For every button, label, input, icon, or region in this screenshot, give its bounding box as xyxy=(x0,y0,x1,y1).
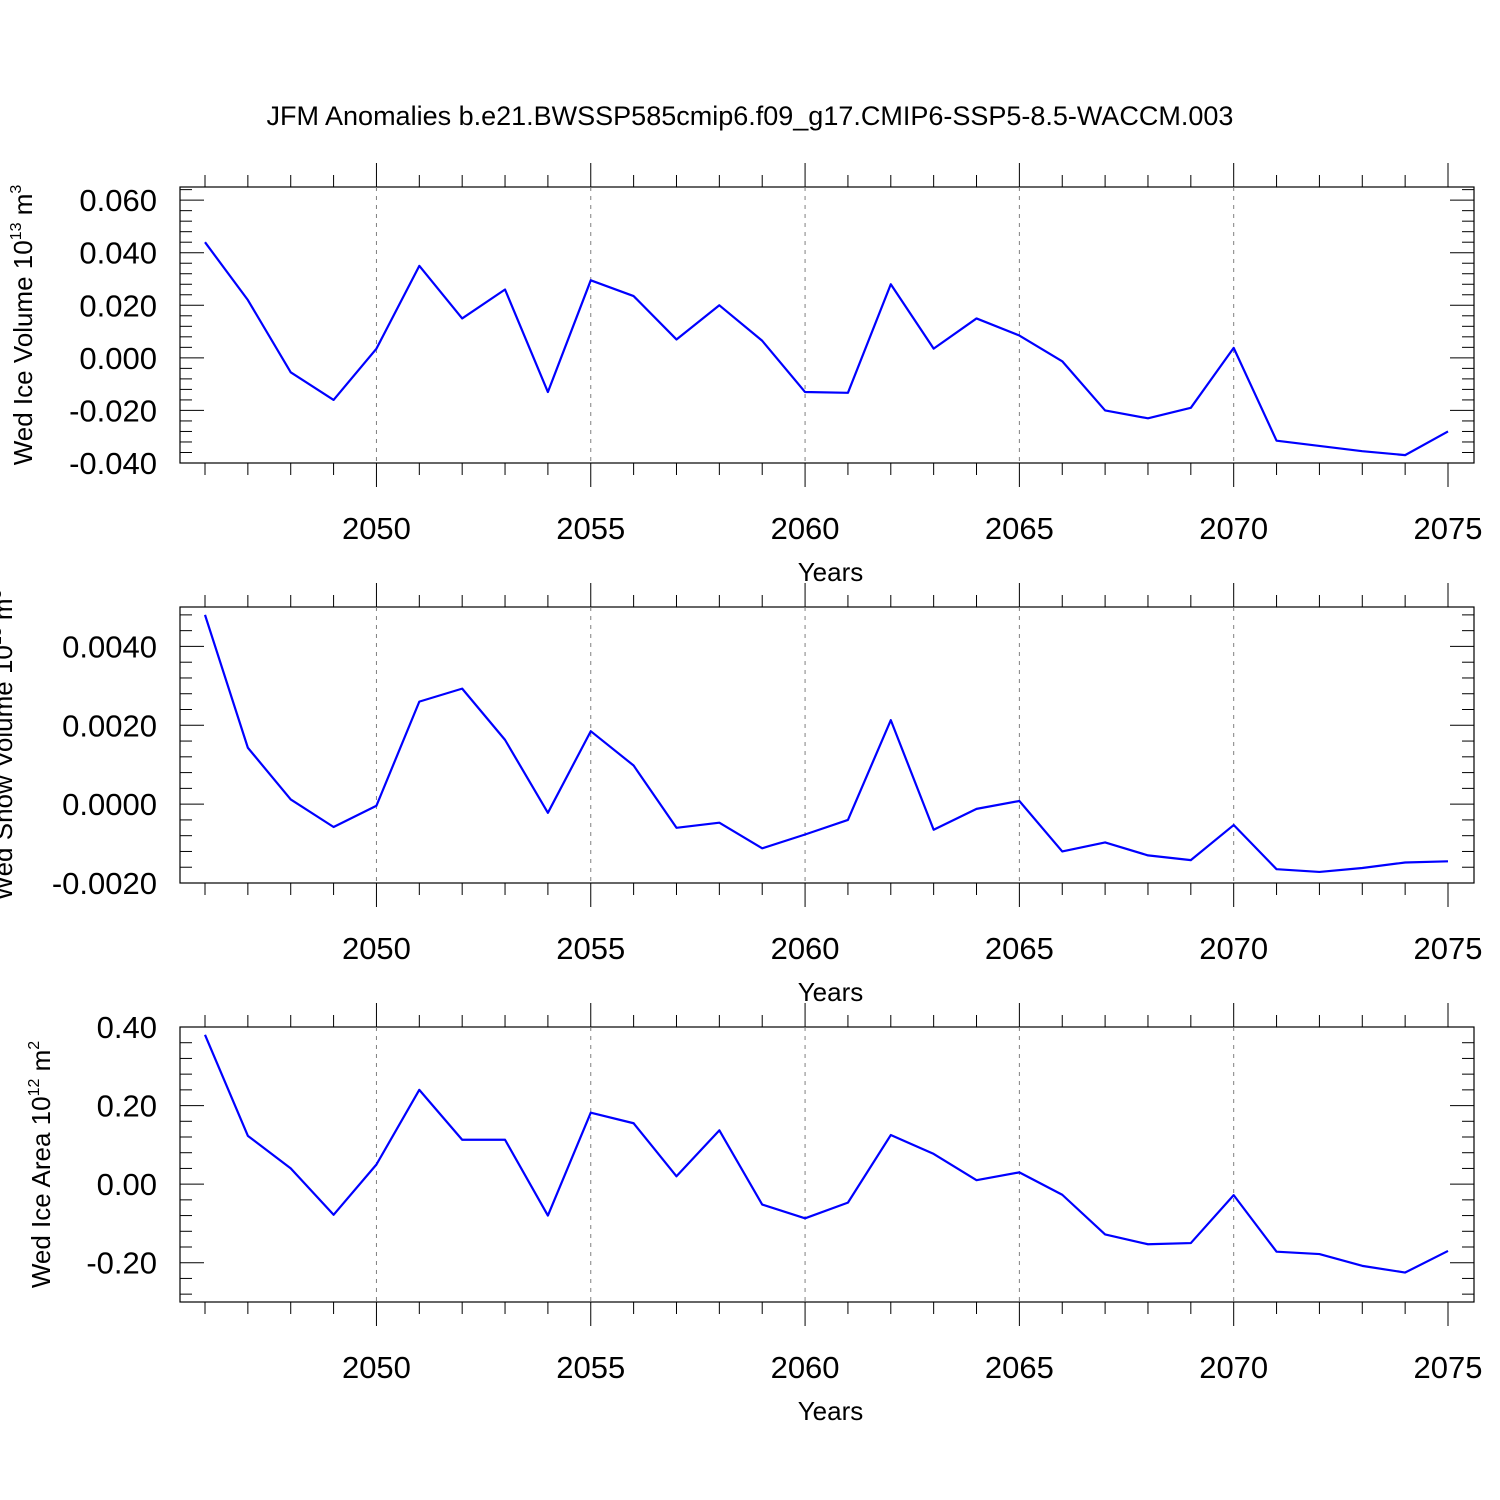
x-tick-label: 2060 xyxy=(771,511,840,546)
x-tick-label: 2060 xyxy=(771,1350,840,1385)
panels: -0.040 -0.020 0.000 0.020 0.040 0.060 2050 2055… xyxy=(0,163,1482,1426)
x-tick-label: 2075 xyxy=(1414,931,1483,966)
x-tick-label: 2060 xyxy=(771,931,840,966)
x-tick-label: 2070 xyxy=(1199,511,1268,546)
plot-frame xyxy=(179,1026,1475,1303)
y-tick-label: 0.0040 xyxy=(62,629,157,664)
y-tick-label: -0.20 xyxy=(86,1246,157,1281)
x-axis-label: Years xyxy=(798,557,864,587)
y-tick-label: 0.020 xyxy=(79,288,157,323)
y-axis-label: Wed Snow Volume 1013 m3 xyxy=(0,589,18,900)
y-tick-label: 0.20 xyxy=(97,1089,157,1124)
x-tick-label: 2075 xyxy=(1414,511,1483,546)
x-tick-label: 2050 xyxy=(342,1350,411,1385)
x-tick-label: 2065 xyxy=(985,1350,1054,1385)
y-tick-label: -0.0020 xyxy=(52,866,157,901)
x-tick-label: 2050 xyxy=(342,511,411,546)
x-tick-label: 2070 xyxy=(1199,1350,1268,1385)
y-tick-label: 0.060 xyxy=(79,183,157,218)
y-axis-label: Wed Ice Area 1012 m2 xyxy=(26,1041,56,1288)
figure-title: JFM Anomalies b.e21.BWSSP585cmip6.f09_g1… xyxy=(267,101,1234,131)
x-tick-label: 2065 xyxy=(985,931,1054,966)
y-tick-label: -0.020 xyxy=(69,393,157,428)
x-tick-label: 2050 xyxy=(342,931,411,966)
x-axis-label: Years xyxy=(798,1396,864,1426)
plot-frame xyxy=(179,186,1475,464)
series-line xyxy=(203,1034,1449,1274)
y-axis-label: Wed Ice Volume 1013 m3 xyxy=(8,185,38,466)
x-tick-label: 2055 xyxy=(556,511,625,546)
y-tick-label: 0.40 xyxy=(97,1010,157,1045)
chart-panel-3: -0.20 0.00 0.20 0.40 2050 2055 2060 2065 2070 207… xyxy=(26,1003,1482,1426)
y-tick-label: 0.000 xyxy=(79,341,157,376)
series-line xyxy=(203,614,1449,874)
y-tick-label: 0.0000 xyxy=(62,787,157,822)
y-tick-label: 0.040 xyxy=(79,236,157,271)
chart-panel-1: -0.040 -0.020 0.000 0.020 0.040 0.060 2050 2055… xyxy=(8,163,1482,587)
x-tick-label: 2065 xyxy=(985,511,1054,546)
x-axis-label: Years xyxy=(798,977,864,1007)
y-tick-label: 0.0020 xyxy=(62,708,157,743)
y-tick-label: 0.00 xyxy=(97,1167,157,1202)
series-line xyxy=(204,241,1449,457)
chart-panel-2: -0.0020 0.0000 0.0020 0.0040 2050 2055 2060 206… xyxy=(0,583,1482,1007)
y-tick-label: -0.040 xyxy=(69,446,157,481)
x-tick-label: 2055 xyxy=(556,1350,625,1385)
x-tick-label: 2070 xyxy=(1199,931,1268,966)
plot-frame xyxy=(179,606,1475,884)
x-tick-label: 2075 xyxy=(1414,1350,1483,1385)
x-tick-label: 2055 xyxy=(556,931,625,966)
